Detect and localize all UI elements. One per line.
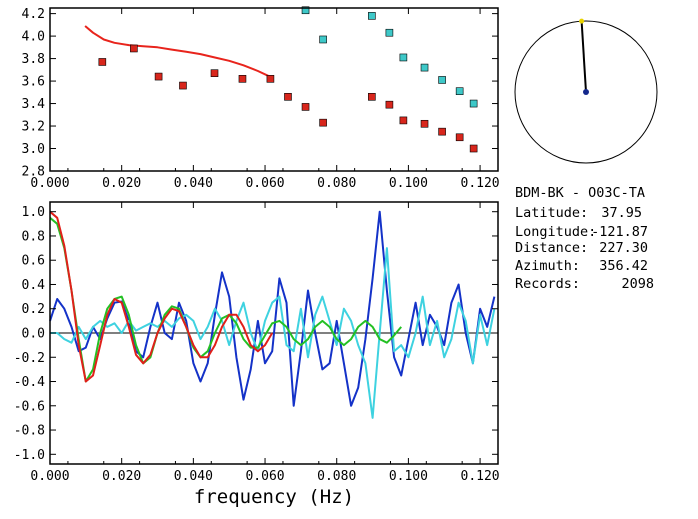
top-x-tick-label: 0.100 bbox=[389, 176, 428, 191]
top-y-tick-label: 4.2 bbox=[22, 7, 45, 22]
dial-needle-tip bbox=[579, 18, 585, 24]
bottom-y-tick-label: -1.0 bbox=[14, 448, 45, 463]
latitude-label: Latitude: bbox=[515, 205, 588, 221]
bottom-series-2-line bbox=[49, 217, 402, 383]
dial-center-dot bbox=[583, 89, 589, 95]
top-series-1-point bbox=[438, 127, 446, 136]
distance-value: 227.30 bbox=[599, 240, 648, 256]
top-series-2-point bbox=[455, 87, 464, 95]
top-x-tick-label: 0.020 bbox=[102, 176, 141, 191]
bottom-y-tick-label: -0.2 bbox=[14, 351, 45, 366]
top-x-tick-label: 0.060 bbox=[245, 176, 284, 191]
bottom-x-tick-label: 0.060 bbox=[245, 469, 284, 484]
top-series-2-point bbox=[420, 63, 429, 72]
bottom-y-tick-label: 0.4 bbox=[22, 278, 46, 293]
distance-label: Distance: bbox=[515, 240, 588, 256]
top-velocity-panel: 0.000 0.020 0.040 0.060 0.080 0.100 0.120 2.8 3.… bbox=[22, 6, 500, 191]
top-series-1-point bbox=[455, 133, 464, 142]
top-plot-frame bbox=[49, 7, 499, 172]
top-series-1-point bbox=[266, 75, 275, 83]
bottom-y-tick-label: -0.8 bbox=[14, 424, 45, 439]
station-pair-title: BDM-BK - O03C-TA bbox=[515, 185, 645, 201]
station-info-panel: BDM-BK - O03C-TA Latitude: 37.95 Longitu… bbox=[515, 185, 654, 292]
bottom-x-tick-label: 0.000 bbox=[30, 469, 69, 484]
top-y-tick-label: 3.2 bbox=[22, 120, 45, 135]
bottom-y-tick-label: 0.2 bbox=[22, 302, 45, 317]
top-y-tick-label: 3.6 bbox=[22, 75, 45, 90]
records-value: 2098 bbox=[621, 276, 654, 292]
top-series-2-point bbox=[399, 53, 408, 62]
bottom-y-tick-label: 1.0 bbox=[22, 205, 45, 220]
top-axes: 0.000 0.020 0.040 0.060 0.080 0.100 0.120 2.8 3.… bbox=[22, 7, 500, 191]
bottom-y-tick-label: 0.8 bbox=[22, 229, 45, 244]
bottom-x-tick-label: 0.100 bbox=[389, 469, 428, 484]
bottom-axes: 0.000 0.020 0.040 0.060 0.080 0.100 0.120 1.0 0.… bbox=[14, 202, 500, 484]
top-y-tick-label: 3.4 bbox=[22, 97, 46, 112]
top-series-1-point bbox=[368, 93, 376, 101]
top-series-1-point bbox=[301, 103, 310, 111]
azimuth-value: 356.42 bbox=[599, 258, 648, 274]
bottom-series-1-line bbox=[50, 247, 496, 419]
top-series-1-point bbox=[179, 81, 187, 90]
dial-ring bbox=[514, 20, 658, 164]
top-y-tick-label: 4.0 bbox=[22, 30, 45, 45]
bottom-x-tick-label: 0.020 bbox=[102, 469, 141, 484]
top-series-1-point bbox=[284, 93, 292, 101]
top-series-1-point bbox=[420, 119, 429, 128]
bottom-plot-area bbox=[49, 210, 498, 419]
bottom-x-tick-label: 0.120 bbox=[461, 469, 500, 484]
top-y-tick-label: 3.8 bbox=[22, 52, 45, 67]
top-series-2-point bbox=[301, 6, 310, 15]
top-series-1-point bbox=[469, 144, 478, 153]
azimuth-label: Azimuth: bbox=[515, 258, 580, 274]
bottom-y-tick-label: 0.0 bbox=[22, 327, 45, 342]
bottom-x-tick-label: 0.040 bbox=[174, 469, 213, 484]
top-series-2-point bbox=[469, 99, 478, 108]
dial-needle bbox=[580, 21, 587, 93]
top-plot-area bbox=[84, 6, 478, 153]
top-y-tick-label: 2.8 bbox=[22, 165, 45, 180]
bottom-series-3-line bbox=[49, 210, 274, 383]
bottom-x-tick-label: 0.080 bbox=[317, 469, 356, 484]
top-series-1-point bbox=[399, 116, 408, 125]
azimuth-dial bbox=[514, 18, 658, 164]
top-series-2-point bbox=[368, 12, 376, 20]
top-series-1-point bbox=[385, 100, 394, 109]
top-series-1-point bbox=[210, 69, 219, 77]
top-x-tick-label: 0.000 bbox=[30, 176, 69, 191]
longitude-label: Longitude: bbox=[515, 224, 596, 240]
top-series-1-point bbox=[154, 72, 163, 81]
bottom-y-tick-label: -0.6 bbox=[14, 399, 45, 414]
top-y-tick-label: 3.0 bbox=[22, 142, 45, 157]
records-label: Records: bbox=[515, 276, 580, 292]
bottom-coherence-panel: 0.000 0.020 0.040 0.060 0.080 0.100 0.120 1.0 0.… bbox=[14, 201, 500, 508]
top-x-tick-label: 0.040 bbox=[174, 176, 213, 191]
top-x-tick-label: 0.120 bbox=[461, 176, 500, 191]
top-series-1-point bbox=[238, 75, 247, 83]
top-series-2-point bbox=[438, 76, 446, 84]
bottom-y-tick-label: 0.6 bbox=[22, 254, 45, 269]
top-series-1-point bbox=[98, 58, 107, 66]
top-series-2-point bbox=[319, 35, 327, 44]
top-series-2-point bbox=[385, 28, 394, 37]
latitude-value: 37.95 bbox=[601, 205, 642, 221]
top-x-tick-label: 0.080 bbox=[317, 176, 356, 191]
x-axis-label: frequency (Hz) bbox=[194, 486, 354, 508]
top-series-1-point bbox=[130, 44, 138, 53]
bottom-y-tick-label: -0.4 bbox=[14, 375, 45, 390]
top-series-0-line bbox=[84, 25, 273, 79]
top-series-1-point bbox=[319, 118, 327, 127]
longitude-value: -121.87 bbox=[591, 224, 648, 240]
